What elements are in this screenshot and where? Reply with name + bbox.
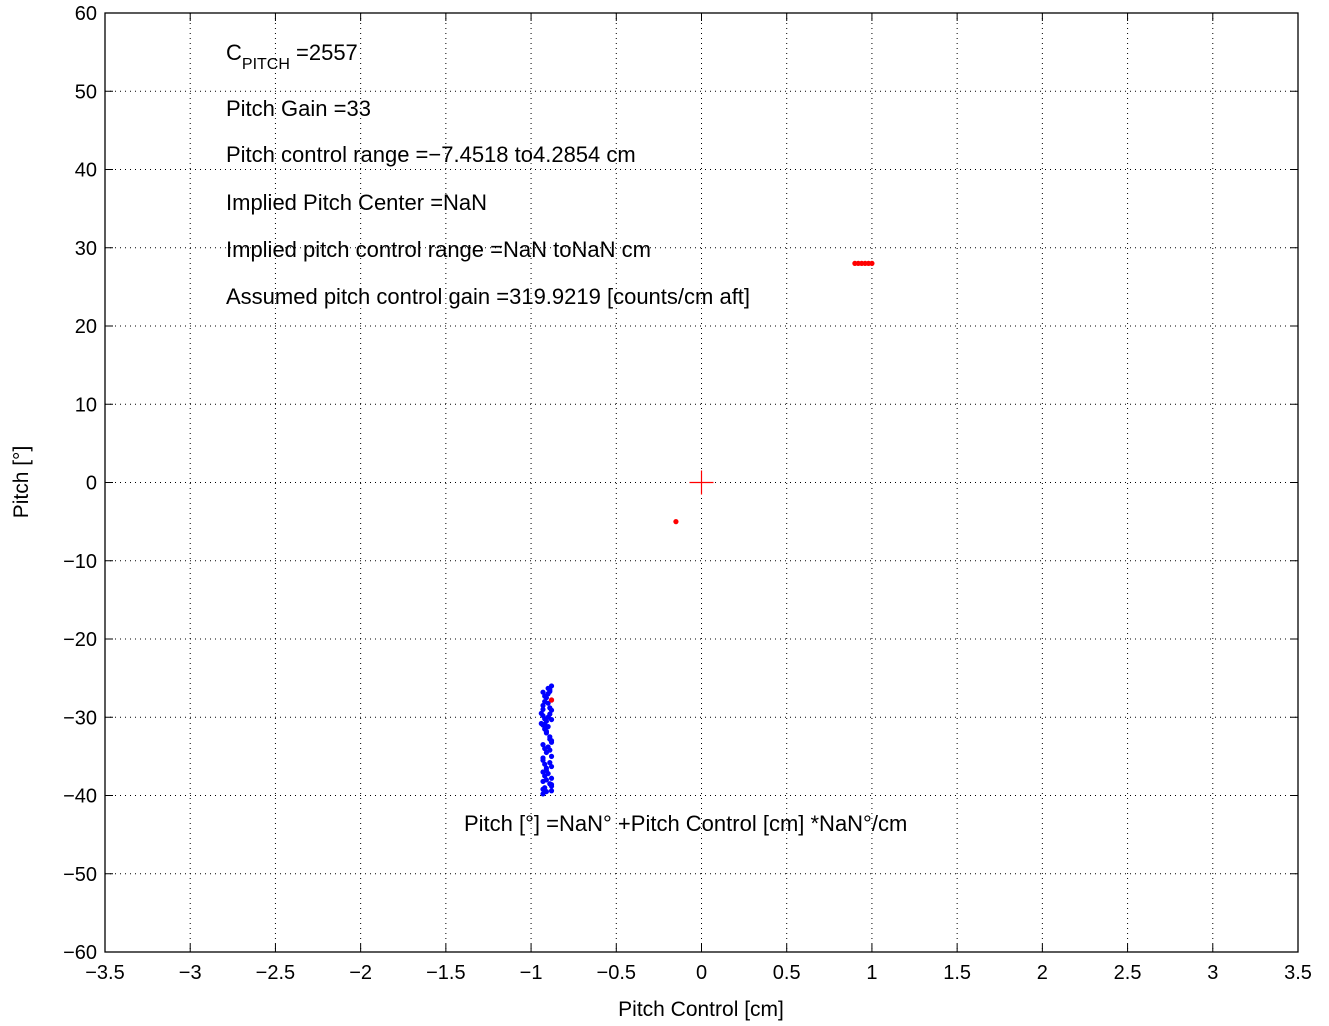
x-tick-label: −2.5: [256, 962, 295, 984]
blue-data-point: [548, 788, 555, 794]
y-tick-label: −40: [63, 786, 97, 808]
y-tick-label: 60: [75, 3, 97, 25]
y-tick-label: 50: [75, 81, 97, 103]
blue-data-point: [540, 755, 546, 761]
c-pitch-subscript: PITCH: [242, 56, 290, 73]
c-pitch-annotation: CPITCH =2557: [226, 40, 358, 73]
blue-data-point: [543, 728, 550, 734]
data-points: [538, 260, 875, 797]
c-pitch-main: C: [226, 40, 242, 65]
x-axis-ticks: −3.5 −3 −2.5 −2 −1.5 −1 −0.5 0 0.5 1 1.5 2 2.5 3 3.5: [85, 13, 1312, 984]
blue-data-point: [540, 778, 546, 785]
y-tick-label: −60: [63, 942, 97, 964]
blue-data-point: [547, 760, 553, 766]
plot-frame: [104, 12, 1299, 953]
assumed-pitch-control-gain-annotation: Assumed pitch control gain =319.9219 [co…: [226, 284, 750, 309]
y-tick-label: 10: [75, 394, 97, 416]
blue-data-point: [548, 707, 555, 713]
x-tick-label: 3: [1207, 962, 1218, 984]
y-axis-ticks: −60 −50 −40 −30 −20 −10 0 10 20 30 40 50 60: [63, 3, 1298, 964]
y-tick-label: −10: [63, 551, 97, 573]
red-data-point: [548, 697, 555, 703]
x-tick-label: −1.5: [426, 962, 465, 984]
x-tick-label: −0.5: [597, 962, 636, 984]
x-tick-label: −3: [179, 962, 202, 984]
y-tick-label: 0: [86, 473, 97, 495]
pitch-control-range-annotation: Pitch control range =−7.4518 to4.2854 cm: [226, 142, 636, 167]
x-tick-label: −3.5: [85, 962, 124, 984]
blue-data-point: [548, 781, 555, 788]
blue-data-point: [547, 688, 553, 695]
blue-data-point: [547, 711, 553, 717]
blue-data-point: [540, 706, 546, 713]
y-tick-label: −30: [63, 707, 97, 729]
blue-data-point: [540, 742, 546, 748]
blue-data-point: [547, 747, 553, 753]
pitch-gain-annotation: Pitch Gain =33: [226, 96, 371, 121]
blue-data-point: [548, 763, 555, 770]
blue-data-point: [548, 775, 555, 781]
y-tick-label: 30: [75, 238, 97, 260]
blue-data-point: [548, 753, 555, 759]
blue-data-point: [540, 702, 546, 709]
x-tick-label: 2: [1037, 962, 1048, 984]
y-axis-label: Pitch [°]: [10, 446, 33, 519]
implied-pitch-center-annotation: Implied Pitch Center =NaN: [226, 190, 487, 215]
x-tick-label: 0: [696, 962, 707, 984]
blue-data-point: [548, 716, 555, 723]
blue-data-point: [540, 689, 546, 695]
blue-data-point: [542, 693, 548, 699]
y-tick-label: −50: [63, 864, 97, 886]
red-data-point: [673, 519, 679, 525]
y-tick-label: 40: [75, 160, 97, 182]
x-tick-label: 0.5: [773, 962, 801, 984]
implied-pitch-control-range-annotation: Implied pitch control range =NaN toNaN c…: [226, 237, 651, 262]
y-tick-label: −20: [63, 629, 97, 651]
blue-data-point: [542, 721, 548, 727]
equation-annotation: Pitch [°] =NaN° +Pitch Control [cm] *NaN…: [464, 811, 907, 836]
y-tick-label: 20: [75, 316, 97, 338]
x-tick-label: 1: [866, 962, 877, 984]
blue-data-point: [543, 767, 550, 774]
blue-data-point: [545, 700, 551, 706]
center-marker: [689, 470, 714, 495]
x-axis-label: Pitch Control [cm]: [618, 998, 784, 1021]
blue-data-point: [540, 786, 546, 792]
blue-data-point: [542, 761, 548, 767]
x-tick-label: −1: [520, 962, 543, 984]
blue-data-point: [540, 791, 546, 797]
red-data-point: [869, 260, 875, 266]
x-tick-label: 3.5: [1284, 962, 1312, 984]
x-tick-label: −2: [349, 962, 372, 984]
x-tick-label: 2.5: [1114, 962, 1142, 984]
c-pitch-value: =2557: [290, 40, 358, 65]
x-tick-label: 1.5: [943, 962, 971, 984]
blue-data-point: [548, 739, 555, 745]
